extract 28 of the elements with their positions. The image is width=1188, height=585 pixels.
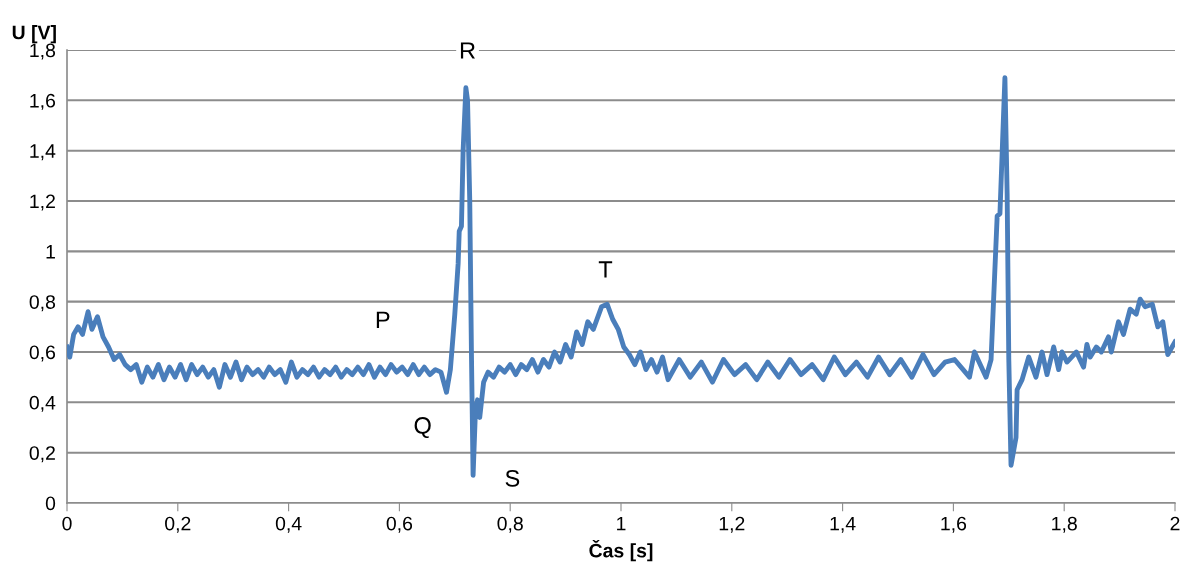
- y-tick-label: 0: [45, 496, 56, 511]
- x-axis-title: Čas [s]: [589, 539, 653, 562]
- x-tick-label: 0,6: [386, 516, 413, 533]
- annotation: R: [460, 42, 475, 59]
- x-tick-label: 1,6: [941, 516, 967, 533]
- y-tick-label: 0,2: [29, 446, 55, 463]
- y-tick-label: 1,8: [30, 43, 56, 60]
- x-tick-label: 1,2: [719, 516, 745, 533]
- annotation: P: [376, 311, 390, 328]
- x-tick-label: 2: [1170, 516, 1180, 531]
- x-tick-label: 1,8: [1052, 516, 1077, 533]
- y-tick-label: 1,4: [30, 144, 56, 161]
- annotation: T: [598, 261, 613, 278]
- x-tick-label: 0,8: [497, 516, 523, 533]
- x-tick-label: 0,4: [275, 516, 302, 533]
- x-tick-label: 0: [62, 516, 72, 531]
- annotation: S: [505, 469, 520, 487]
- x-tick-label: 1,4: [830, 516, 856, 533]
- y-tick-label: 1,6: [30, 93, 56, 110]
- y-tick-label: 0,8: [29, 295, 56, 312]
- y-tick-label: 0,4: [29, 395, 56, 412]
- y-tick-label: 1: [46, 245, 55, 259]
- y-tick-label: 0,6: [29, 345, 56, 362]
- y-tick-label: 1,2: [30, 194, 55, 211]
- x-tick-label: 0,2: [165, 516, 191, 533]
- annotation: Q: [414, 417, 431, 439]
- x-tick-label: 1: [617, 516, 626, 531]
- y-axis-title: U [V]: [12, 25, 56, 44]
